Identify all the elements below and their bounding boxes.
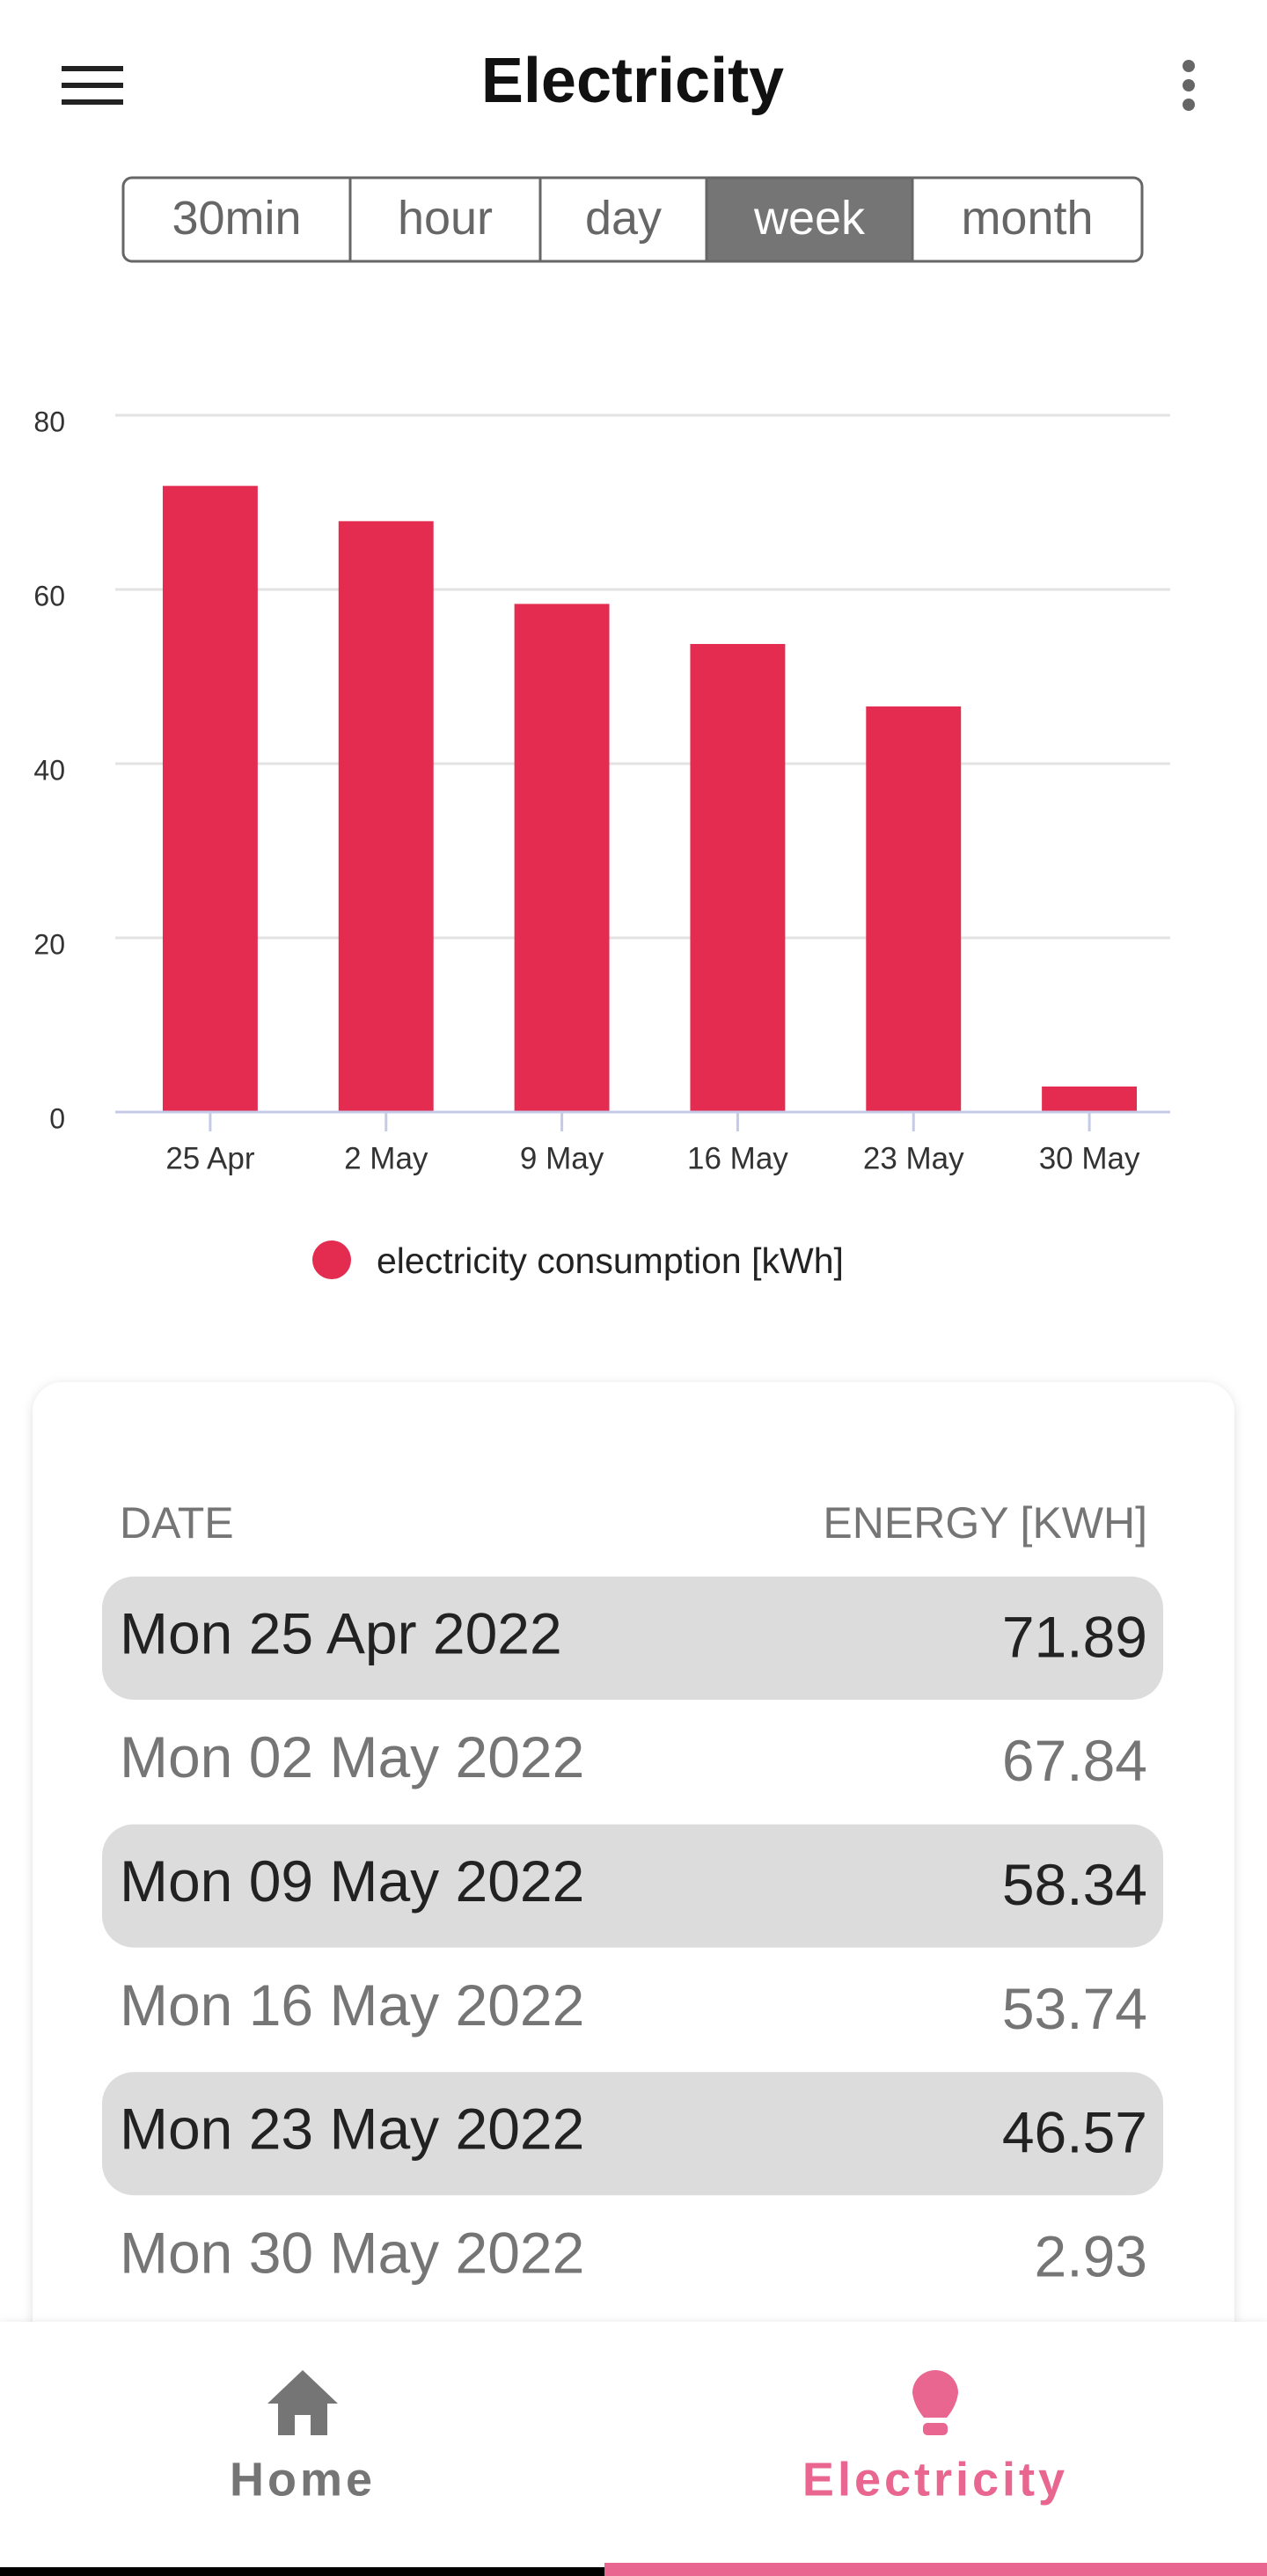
row-date: Mon 23 May 2022 [120, 2097, 584, 2162]
menu-button[interactable] [62, 66, 123, 105]
row-date: Mon 02 May 2022 [120, 1724, 584, 1789]
table-row: Mon 23 May 2022 46.57 [102, 2072, 1163, 2196]
row-energy: 46.57 [1002, 2100, 1147, 2165]
table-row: Mon 09 May 2022 58.34 [102, 1824, 1163, 1948]
row-date: Mon 09 May 2022 [120, 1848, 584, 1914]
table-header: ENERGY [KWH] [823, 1498, 1147, 1548]
tab[interactable]: 30min [172, 192, 301, 245]
row-energy: 2.93 [1035, 2223, 1147, 2288]
tab-label: month [961, 192, 1093, 245]
x-tick-label: 23 May [863, 1141, 964, 1175]
tab[interactable]: hour [398, 192, 493, 245]
x-tick-label: 30 May [1039, 1141, 1140, 1175]
row-energy: 58.34 [1002, 1852, 1147, 1917]
legend-label: electricity consumption [kWh] [377, 1240, 844, 1281]
x-tick-label: 16 May [687, 1141, 788, 1175]
bar [690, 643, 786, 1112]
row-highlight [102, 2072, 1163, 2196]
tab[interactable]: month [961, 192, 1093, 245]
nav-label: Home [230, 2453, 376, 2506]
bulb-icon [912, 2370, 958, 2418]
y-tick-label: 40 [33, 754, 65, 786]
y-tick-label: 60 [33, 580, 65, 611]
tab-label: 30min [172, 192, 301, 245]
row-date: Mon 30 May 2022 [120, 2220, 584, 2285]
row-date: Mon 25 Apr 2022 [120, 1600, 562, 1665]
overflow-menu-button[interactable] [1183, 60, 1195, 111]
bar [1042, 1086, 1138, 1112]
table-header: DATE [120, 1498, 234, 1548]
legend-swatch [312, 1240, 351, 1279]
table-row: Mon 16 May 2022 53.74 [120, 1972, 1147, 2041]
x-tick-label: 2 May [344, 1141, 428, 1175]
system-bar [0, 2567, 604, 2576]
y-tick-label: 0 [49, 1102, 65, 1134]
row-date: Mon 16 May 2022 [120, 1972, 584, 2038]
bulb-base [923, 2423, 948, 2435]
nav-item[interactable]: Electricity [802, 2370, 1068, 2506]
row-energy: 53.74 [1002, 1976, 1147, 2041]
row-highlight [102, 1577, 1163, 1700]
row-highlight [102, 1824, 1163, 1948]
x-tick-label: 9 May [520, 1141, 604, 1175]
row-energy: 67.84 [1002, 1728, 1147, 1793]
nav-item[interactable]: Home [230, 2370, 376, 2506]
tab-label: week [753, 192, 866, 245]
table-row: Mon 25 Apr 2022 71.89 [102, 1577, 1163, 1700]
table-row: Mon 30 May 2022 2.93 [120, 2220, 1147, 2288]
nav-active-indicator [604, 2563, 1267, 2576]
nav-label: Electricity [802, 2453, 1068, 2506]
tab[interactable]: day [585, 192, 662, 245]
bar [866, 706, 962, 1112]
tab[interactable]: week [707, 178, 912, 261]
bottom-nav [0, 2322, 1267, 2576]
table-row: Mon 02 May 2022 67.84 [120, 1724, 1147, 1793]
tab-selected-bg [707, 178, 912, 261]
y-tick-label: 20 [33, 928, 65, 960]
y-tick-label: 80 [33, 406, 65, 437]
bar [162, 486, 258, 1112]
tab-outline [121, 176, 1144, 263]
tab-label: hour [398, 192, 493, 245]
page-title: Electricity [481, 46, 784, 116]
bar [514, 604, 610, 1112]
row-energy: 71.89 [1002, 1604, 1147, 1669]
tab-label: day [585, 192, 662, 245]
x-tick-label: 25 Apr [165, 1141, 255, 1175]
home-icon [267, 2370, 338, 2435]
bar [338, 521, 434, 1112]
